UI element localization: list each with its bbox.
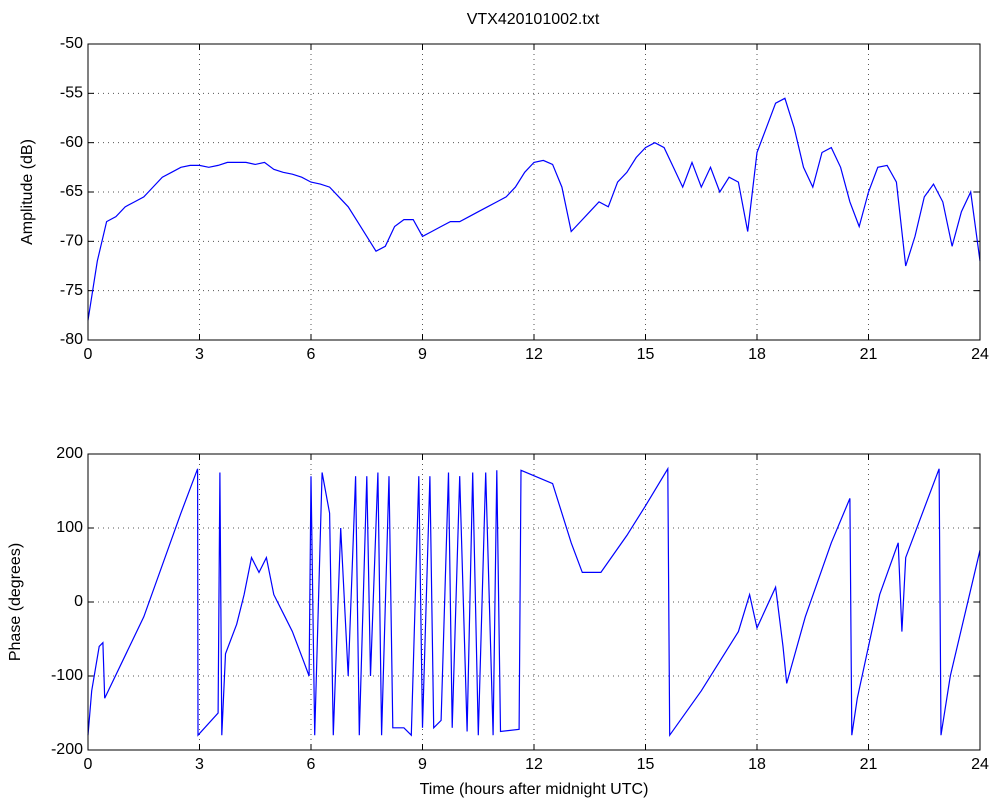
y-tick-label: 100	[56, 519, 83, 536]
x-tick-label: 18	[748, 346, 766, 363]
y-tick-label: -100	[51, 667, 83, 684]
y-tick-label: -80	[60, 331, 83, 348]
x-tick-label: 15	[637, 756, 655, 773]
x-tick-label: 21	[860, 346, 878, 363]
x-tick-label: 24	[971, 346, 989, 363]
x-tick-label: 12	[525, 756, 543, 773]
y-axis-label: Phase (degrees)	[7, 543, 24, 661]
x-tick-label: 21	[860, 756, 878, 773]
axes-box	[87, 43, 981, 341]
x-tick-label: 18	[748, 756, 766, 773]
y-tick-label: -200	[51, 741, 83, 758]
x-axis-label: Time (hours after midnight UTC)	[420, 781, 649, 798]
y-tick-label: -65	[60, 183, 83, 200]
x-tick-label: 9	[418, 346, 427, 363]
y-tick-label: -60	[60, 134, 83, 151]
y-tick-label: -55	[60, 85, 83, 102]
data-line	[87, 466, 981, 738]
x-tick-label: 15	[637, 346, 655, 363]
y-tick-label: -70	[60, 233, 83, 250]
data-line	[87, 97, 981, 321]
x-tick-label: 6	[307, 346, 316, 363]
x-tick-label: 0	[84, 346, 93, 363]
y-axis-label: Amplitude (dB)	[19, 139, 36, 245]
x-tick-label: 3	[195, 756, 204, 773]
y-tick-label: -75	[60, 282, 83, 299]
chart-title: VTX420101002.txt	[467, 11, 600, 28]
x-tick-label: 9	[418, 756, 427, 773]
x-tick-label: 0	[84, 756, 93, 773]
y-tick-label: 200	[56, 445, 83, 462]
x-tick-label: 3	[195, 346, 204, 363]
axes-box	[87, 453, 981, 751]
y-tick-label: -50	[60, 35, 83, 52]
x-tick-label: 12	[525, 346, 543, 363]
x-tick-label: 6	[307, 756, 316, 773]
x-tick-label: 24	[971, 756, 989, 773]
y-tick-label: 0	[74, 593, 83, 610]
